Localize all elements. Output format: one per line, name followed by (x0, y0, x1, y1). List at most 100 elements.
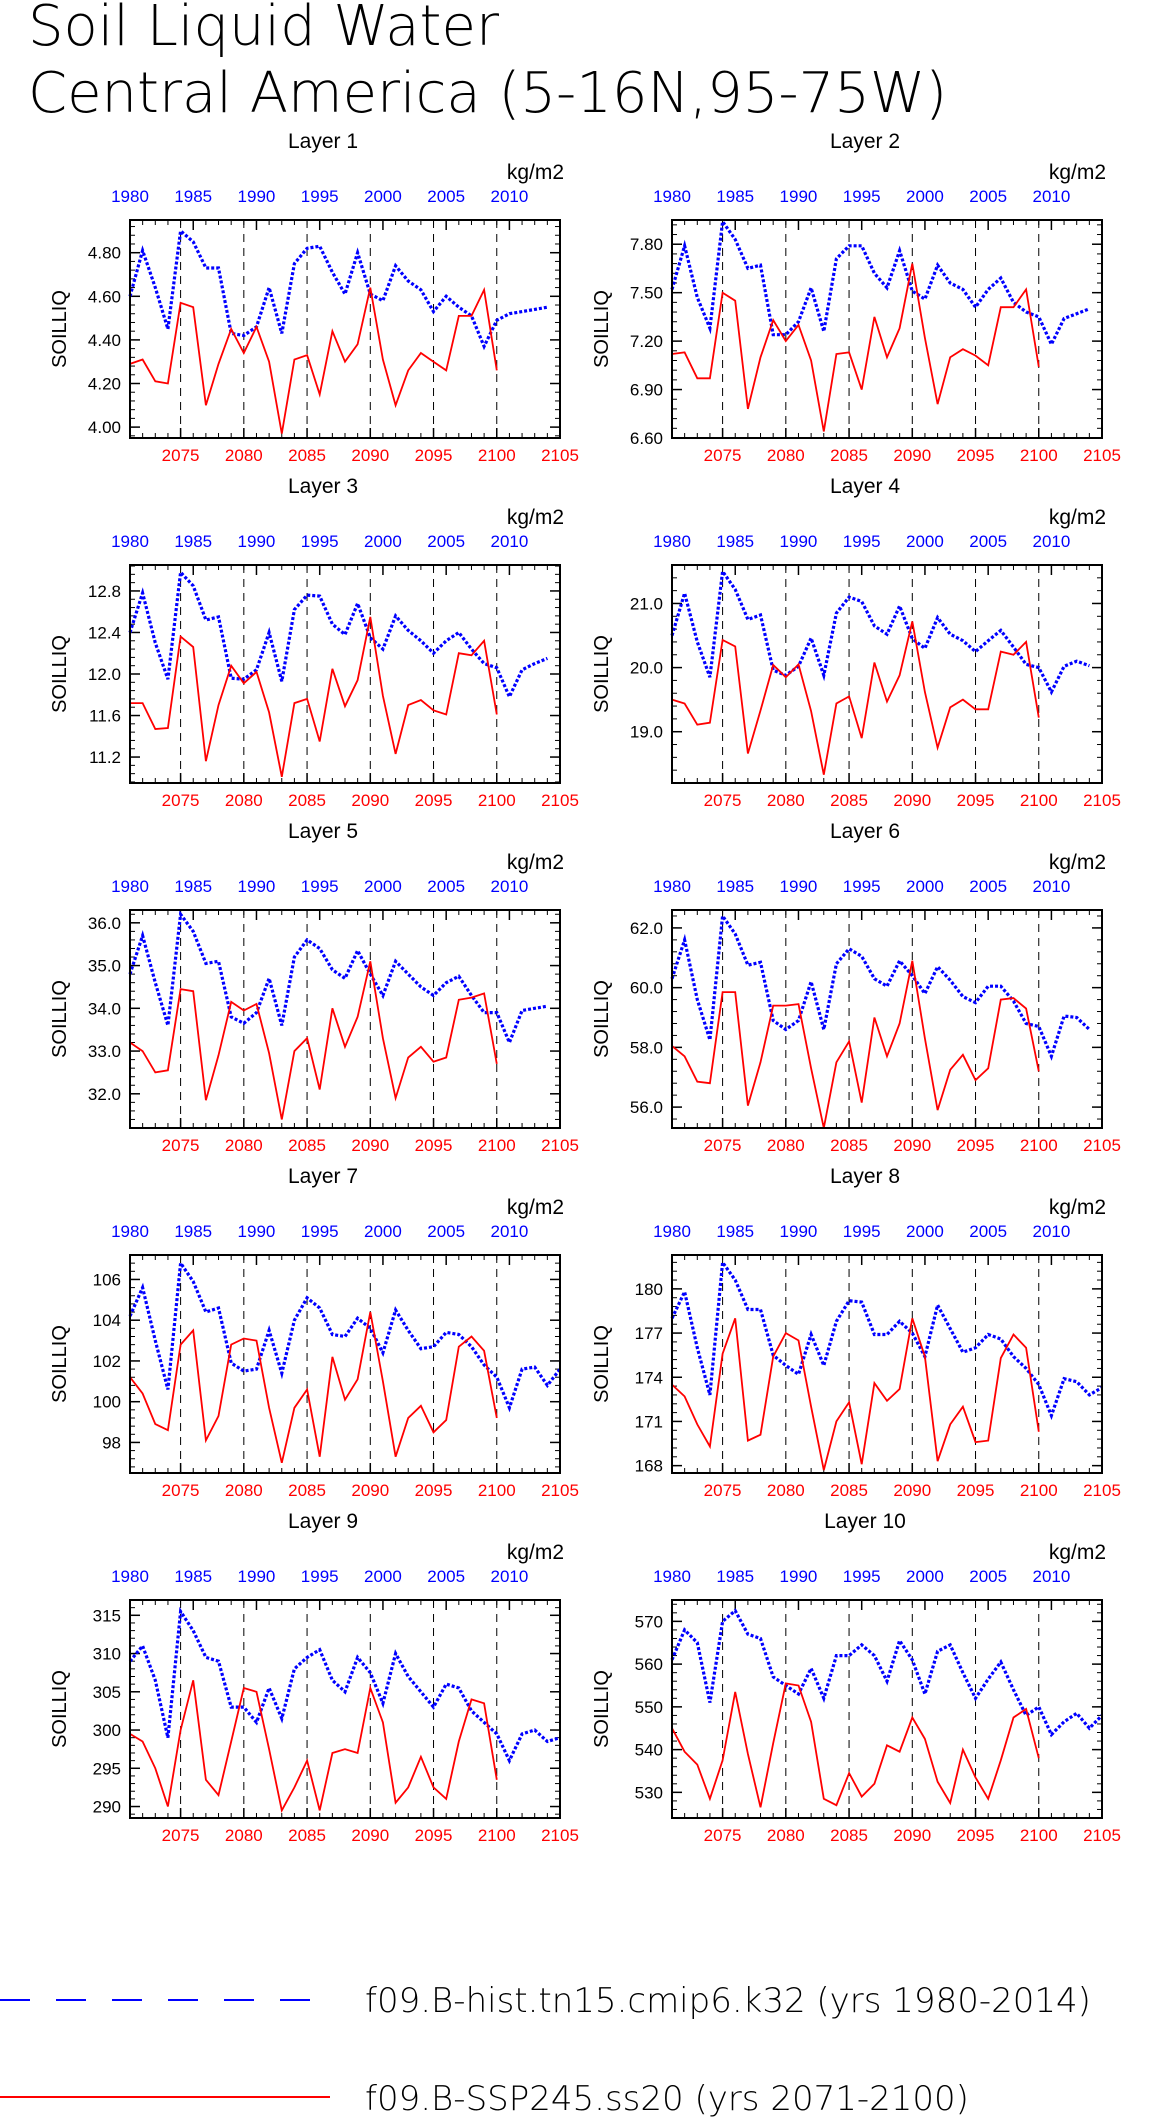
legend-hist-label: f09.B-hist.tn15.cmip6.k32 (yrs 1980-2014… (365, 1981, 1091, 2021)
y-tick-label: 62.0 (630, 919, 663, 938)
units-label: kg/m2 (1049, 161, 1106, 184)
units-label: kg/m2 (507, 1541, 564, 1564)
x-tick-label-top: 2005 (969, 1222, 1007, 1241)
x-tick-label-top: 2005 (427, 1567, 465, 1586)
x-tick-label-top: 1985 (174, 1222, 212, 1241)
x-tick-label-bottom: 2085 (288, 1826, 326, 1845)
x-tick-label-top: 2000 (906, 532, 944, 551)
x-tick-label-bottom: 2090 (351, 446, 389, 465)
y-axis-label: SOILLIQ (49, 1325, 71, 1403)
x-tick-label-top: 1990 (238, 532, 276, 551)
x-tick-label-bottom: 2080 (767, 446, 805, 465)
x-tick-label-bottom: 2075 (162, 1481, 200, 1500)
x-tick-label-bottom: 2075 (162, 791, 200, 810)
x-tick-label-bottom: 2080 (767, 1481, 805, 1500)
x-tick-label-bottom: 2075 (162, 1826, 200, 1845)
y-tick-label: 300 (93, 1721, 121, 1740)
series-line-ssp (671, 1317, 1040, 1471)
x-tick-label-top: 2000 (906, 877, 944, 896)
x-tick-label-bottom: 2095 (415, 791, 453, 810)
x-tick-label-bottom: 2095 (957, 1481, 995, 1500)
x-tick-label-top: 1995 (843, 187, 881, 206)
x-tick-label-top: 1990 (238, 187, 276, 206)
y-tick-label: 106 (93, 1270, 121, 1289)
x-tick-label-top: 1990 (238, 1567, 276, 1586)
chart-panel-1: Layer 1 kg/m2 4.00 4.20 4.40 4.60 4.80 2075 2080… (49, 130, 579, 465)
x-tick-label-bottom: 2080 (225, 791, 263, 810)
y-tick-label: 168 (635, 1457, 663, 1476)
x-tick-label-bottom: 2095 (415, 1136, 453, 1155)
x-tick-label-bottom: 2090 (351, 1481, 389, 1500)
series-line-ssp (671, 621, 1040, 775)
y-tick-label: 35.0 (88, 957, 121, 976)
y-tick-label: 305 (93, 1683, 121, 1702)
x-tick-label-bottom: 2090 (351, 1826, 389, 1845)
x-tick-label-top: 1995 (843, 532, 881, 551)
x-tick-label-bottom: 2100 (1020, 1826, 1058, 1845)
x-tick-label-bottom: 2105 (1083, 1481, 1121, 1500)
x-tick-label-bottom: 2100 (478, 1826, 516, 1845)
series-line-hist (670, 567, 1090, 696)
y-tick-label: 32.0 (88, 1085, 121, 1104)
series-line-ssp (129, 1680, 498, 1813)
y-tick-label: 310 (93, 1645, 121, 1664)
chart-panel-10: Layer 10 kg/m2 530 540 550 560 570 2075 2080 2085… (591, 1510, 1121, 1845)
panels-grid: Layer 1 kg/m2 4.00 4.20 4.40 4.60 4.80 2075 2080… (49, 130, 1121, 1845)
x-tick-label-top: 1990 (780, 877, 818, 896)
x-tick-label-top: 2000 (906, 1222, 944, 1241)
y-tick-label: 4.20 (88, 375, 121, 394)
series-line-hist (670, 911, 1091, 1061)
x-tick-label-bottom: 2095 (957, 446, 995, 465)
y-tick-label: 20.0 (630, 659, 663, 678)
x-tick-label-bottom: 2085 (288, 446, 326, 465)
x-tick-label-top: 2010 (1032, 187, 1070, 206)
x-tick-label-top: 1985 (716, 187, 754, 206)
series-line-ssp (671, 1682, 1040, 1808)
series-line-ssp (671, 263, 1040, 432)
x-tick-label-top: 1985 (174, 532, 212, 551)
units-label: kg/m2 (1049, 506, 1106, 529)
x-tick-label-top: 2010 (490, 187, 528, 206)
y-tick-label: 100 (93, 1393, 121, 1412)
y-tick-label: 104 (93, 1311, 121, 1330)
x-tick-label-bottom: 2105 (1083, 446, 1121, 465)
plot-frame (671, 1254, 1103, 1474)
x-tick-label-bottom: 2080 (225, 1481, 263, 1500)
series-line-ssp (130, 616, 498, 777)
x-tick-label-bottom: 2100 (1020, 1481, 1058, 1500)
plot-frame (129, 1254, 561, 1474)
x-tick-label-top: 2010 (490, 877, 528, 896)
y-tick-label: 33.0 (88, 1042, 121, 1061)
units-label: kg/m2 (507, 506, 564, 529)
y-tick-label: 560 (635, 1655, 663, 1674)
y-tick-label: 540 (635, 1741, 663, 1760)
x-tick-label-top: 2005 (969, 532, 1007, 551)
y-axis-label: SOILLIQ (49, 290, 71, 368)
x-tick-label-bottom: 2075 (704, 446, 742, 465)
x-tick-label-bottom: 2090 (351, 791, 389, 810)
x-tick-label-top: 1995 (301, 532, 339, 551)
series-line-hist (128, 910, 548, 1047)
y-tick-label: 11.6 (89, 707, 121, 726)
x-tick-label-top: 2005 (427, 187, 465, 206)
x-tick-label-top: 1985 (716, 532, 754, 551)
units-label: kg/m2 (1049, 1196, 1106, 1219)
x-tick-label-top: 2000 (364, 877, 402, 896)
chart-panel-7: Layer 7 kg/m2 98 100 102 104 106 2075 2080 2085 20… (49, 1165, 579, 1500)
x-tick-label-bottom: 2105 (1083, 1136, 1121, 1155)
x-tick-label-bottom: 2085 (830, 446, 868, 465)
x-tick-label-top: 1980 (111, 877, 149, 896)
panel-title: Layer 3 (288, 475, 358, 498)
plot-frame (671, 1599, 1103, 1819)
y-tick-label: 7.50 (630, 284, 663, 303)
x-tick-label-top: 1985 (174, 1567, 212, 1586)
x-tick-label-top: 2000 (364, 532, 402, 551)
units-label: kg/m2 (1049, 851, 1106, 874)
series-line-ssp (129, 286, 498, 434)
panel-title: Layer 7 (288, 1165, 358, 1188)
x-tick-label-bottom: 2080 (225, 1136, 263, 1155)
x-tick-label-top: 2010 (1032, 532, 1070, 551)
panel-title: Layer 9 (288, 1510, 358, 1533)
x-tick-label-bottom: 2095 (415, 1826, 453, 1845)
